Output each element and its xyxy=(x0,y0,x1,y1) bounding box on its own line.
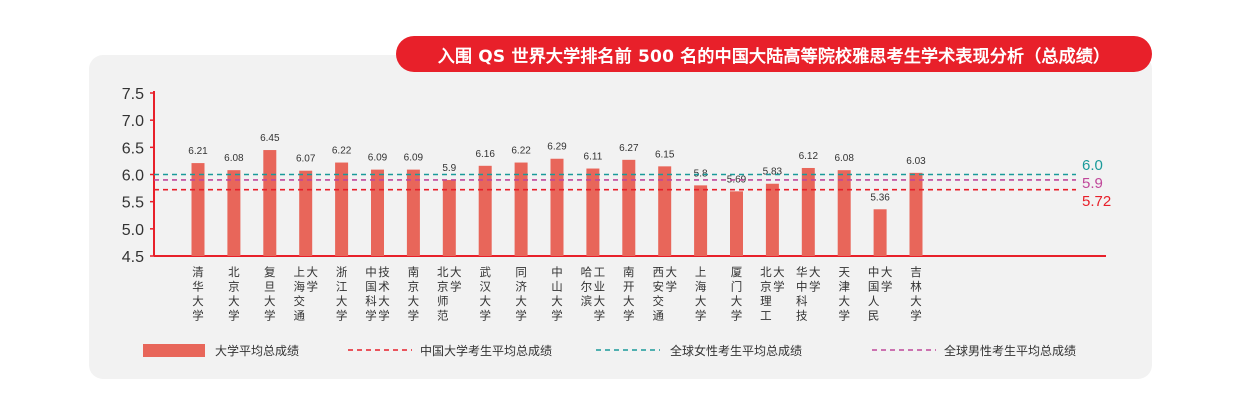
category-label: 北京理工 xyxy=(760,265,772,323)
category-label: 复旦大学 xyxy=(264,265,276,323)
bar xyxy=(299,170,313,256)
y-tick-label: 4.5 xyxy=(122,249,144,266)
bars xyxy=(191,150,923,256)
category-label: 技术大学 xyxy=(378,265,390,323)
bar xyxy=(406,169,420,256)
reference-line-label: 5.9 xyxy=(1082,175,1103,192)
bar xyxy=(514,162,528,256)
bar xyxy=(371,169,384,256)
category-label: 大学 xyxy=(881,265,893,294)
bar-value-label: 6.08 xyxy=(834,153,854,164)
bar xyxy=(801,167,815,256)
bar xyxy=(694,185,708,256)
bar-value-label: 5.36 xyxy=(870,192,890,203)
bar xyxy=(765,183,779,256)
legend: 大学平均总成绩 中国大学考生平均总成绩 全球女性考生平均总成绩 全球男性考生平均总成绩 xyxy=(143,343,1076,358)
bar-value-label: 6.09 xyxy=(368,153,388,164)
category-label: 北京师范 xyxy=(437,265,449,323)
chart-title: 入围 QS 世界大学排名前 500 名的中国大陆高等院校雅思考生学术表现分析（总… xyxy=(396,36,1152,72)
bar xyxy=(837,170,851,256)
bar xyxy=(873,209,887,256)
bar xyxy=(442,179,456,256)
bar-value-label: 6.22 xyxy=(332,146,352,157)
y-tick-labels: 7.5 7.0 6.5 6.0 5.5 5.0 4.5 xyxy=(122,86,154,266)
bar-value-label: 5.83 xyxy=(763,167,783,178)
category-label: 南开大学 xyxy=(623,265,635,323)
reference-line-label: 5.72 xyxy=(1082,193,1111,210)
category-label: 大学 xyxy=(809,265,821,294)
bar-value-label: 6.11 xyxy=(584,152,603,163)
bar xyxy=(586,168,600,256)
y-tick-label: 6.5 xyxy=(122,140,144,157)
category-label: 西安交通 xyxy=(652,265,664,323)
legend-label: 中国大学考生平均总成绩 xyxy=(420,343,552,358)
bar xyxy=(191,163,205,256)
bar-value-label: 5.9 xyxy=(442,163,456,174)
bar-value-label: 6.15 xyxy=(655,149,675,160)
bar xyxy=(550,158,564,256)
category-label: 大学 xyxy=(450,265,462,294)
category-label: 上海大学 xyxy=(695,265,707,323)
reference-lines: 5.726.05.9 xyxy=(154,157,1111,210)
category-label: 大学 xyxy=(306,265,318,294)
legend-label: 大学平均总成绩 xyxy=(215,343,299,358)
category-label: 中山大学 xyxy=(551,265,563,323)
category-label: 中国人民 xyxy=(868,265,880,323)
category-label: 上海交通 xyxy=(293,265,305,323)
category-label: 华中科技 xyxy=(796,265,808,323)
bar xyxy=(658,166,672,256)
category-label: 北京大学 xyxy=(228,265,240,323)
bar-value-label: 5.69 xyxy=(727,174,747,185)
category-label: 大学 xyxy=(665,265,677,294)
legend-label: 全球男性考生平均总成绩 xyxy=(944,343,1076,358)
bar-value-label: 6.08 xyxy=(224,153,244,164)
y-tick-label: 7.0 xyxy=(122,113,144,130)
bar-value-label: 6.09 xyxy=(404,153,424,164)
legend-swatch-bar xyxy=(143,344,205,357)
category-label: 同济大学 xyxy=(515,265,527,323)
category-label: 大学 xyxy=(773,265,785,294)
y-tick-label: 6.0 xyxy=(122,168,144,185)
category-labels: 清华大学北京大学复旦大学上海交通大学浙江大学中国科学技术大学南京大学北京师范大学… xyxy=(192,265,922,323)
y-tick-label: 5.0 xyxy=(122,222,144,239)
bar xyxy=(909,172,923,256)
reference-line-label: 6.0 xyxy=(1082,157,1103,174)
y-tick-label: 7.5 xyxy=(122,86,144,103)
bar xyxy=(227,170,241,256)
bar-value-label: 5.8 xyxy=(694,168,708,179)
bar-value-label: 6.27 xyxy=(619,143,639,154)
category-label: 武汉大学 xyxy=(479,265,491,323)
bar-value-label: 6.22 xyxy=(511,146,531,157)
bar xyxy=(622,159,636,256)
bar xyxy=(263,150,277,256)
bar xyxy=(335,162,349,256)
bar-value-label: 6.03 xyxy=(906,156,926,167)
bar xyxy=(478,165,492,256)
category-label: 吉林大学 xyxy=(910,265,922,323)
category-label: 工业大学 xyxy=(594,265,606,323)
bar-value-label: 6.07 xyxy=(296,154,316,165)
y-tick-label: 5.5 xyxy=(122,195,144,212)
bar-value-label: 6.21 xyxy=(188,146,208,157)
bar-value-labels: 6.21 6.08 6.45 6.07 6.22 6.09 6.09 5.9 6.16 6.22 6… xyxy=(188,133,926,203)
category-label: 清华大学 xyxy=(192,265,204,323)
legend-label: 全球女性考生平均总成绩 xyxy=(670,343,802,358)
bar xyxy=(730,191,743,256)
category-label: 厦门大学 xyxy=(731,265,743,323)
bar-value-label: 6.45 xyxy=(260,133,280,144)
category-label: 浙江大学 xyxy=(336,265,348,323)
category-label: 哈尔滨 xyxy=(581,265,593,308)
bar-value-label: 6.29 xyxy=(547,142,567,153)
category-label: 中国科学 xyxy=(365,265,377,323)
bar-value-label: 6.12 xyxy=(799,151,819,162)
bar-value-label: 6.16 xyxy=(475,149,495,160)
category-label: 南京大学 xyxy=(408,265,420,323)
category-label: 天津大学 xyxy=(838,265,850,323)
